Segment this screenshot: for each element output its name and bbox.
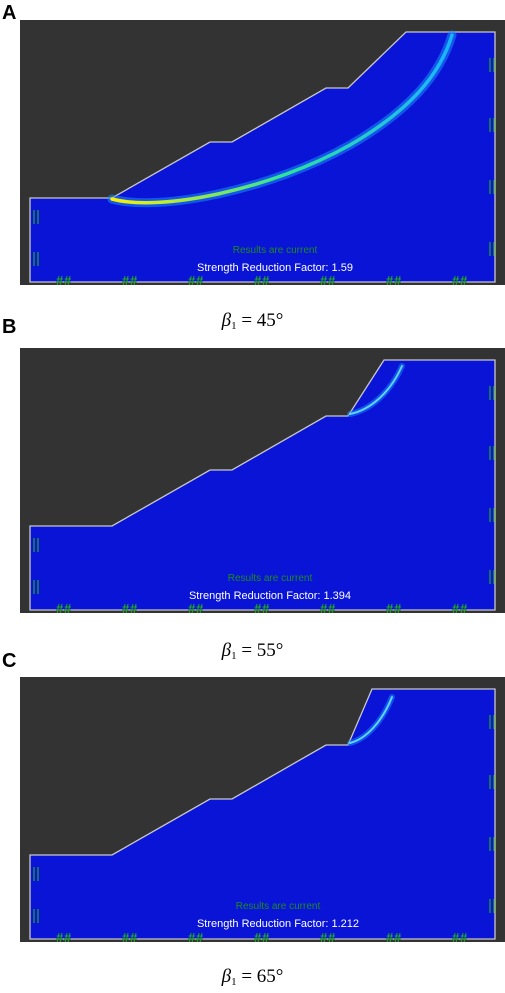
svg-text:#: # [196, 273, 204, 285]
base-supports: # # # # # # # # # # # # # # [56, 930, 468, 942]
svg-text:#: # [254, 273, 262, 285]
svg-text:#: # [130, 601, 138, 613]
results-status: Results are current [236, 901, 321, 912]
svg-text:#: # [328, 601, 336, 613]
svg-text:#: # [394, 601, 402, 613]
svg-text:#: # [130, 273, 138, 285]
svg-text:#: # [328, 930, 336, 942]
caption-a: β1 = 45° [221, 310, 284, 332]
svg-text:#: # [196, 930, 204, 942]
svg-text:#: # [64, 601, 72, 613]
svg-text:#: # [386, 601, 394, 613]
svg-text:#: # [56, 601, 64, 613]
slope-model-c: # # # # # # # # # # # # # # Results are current… [20, 677, 505, 942]
srf-readout: Strength Reduction Factor: 1.394 [189, 590, 351, 602]
svg-text:#: # [386, 273, 394, 285]
svg-text:#: # [452, 273, 460, 285]
svg-text:#: # [122, 930, 130, 942]
shear-band-core [349, 365, 403, 415]
svg-text:#: # [254, 930, 262, 942]
svg-text:#: # [394, 273, 402, 285]
svg-text:#: # [262, 601, 270, 613]
svg-text:#: # [64, 273, 72, 285]
shear-band-core [349, 696, 393, 744]
svg-text:#: # [320, 930, 328, 942]
base-supports: # # # # # # # # # # # # # # [56, 601, 468, 613]
svg-text:#: # [56, 273, 64, 285]
svg-text:#: # [460, 601, 468, 613]
slope-model-b: # # # # # # # # # # # # # # Results are current… [20, 348, 505, 613]
side-supports [33, 58, 495, 266]
svg-text:#: # [56, 930, 64, 942]
srf-readout: Strength Reduction Factor: 1.59 [197, 262, 353, 274]
side-supports [33, 386, 495, 594]
side-supports [33, 715, 495, 923]
panel-label-a: A [2, 2, 17, 24]
svg-text:#: # [394, 930, 402, 942]
results-status: Results are current [228, 573, 313, 584]
svg-text:#: # [188, 273, 196, 285]
svg-text:#: # [122, 273, 130, 285]
svg-text:#: # [320, 273, 328, 285]
svg-text:#: # [460, 273, 468, 285]
svg-text:#: # [262, 930, 270, 942]
svg-text:#: # [130, 930, 138, 942]
base-supports: # # # # # # # # # # # # # # [56, 273, 468, 285]
svg-text:#: # [452, 930, 460, 942]
svg-text:#: # [460, 930, 468, 942]
svg-text:#: # [328, 273, 336, 285]
svg-text:#: # [254, 601, 262, 613]
results-status: Results are current [233, 245, 318, 256]
svg-text:#: # [262, 273, 270, 285]
svg-text:#: # [452, 601, 460, 613]
panel-label-c: C [2, 650, 17, 672]
svg-text:#: # [188, 930, 196, 942]
svg-text:#: # [122, 601, 130, 613]
slope-mesh [29, 31, 496, 283]
srf-readout: Strength Reduction Factor: 1.212 [197, 918, 359, 930]
svg-text:#: # [386, 930, 394, 942]
svg-text:#: # [320, 601, 328, 613]
panel-label-b: B [2, 316, 17, 338]
caption-b: β1 = 55° [221, 640, 284, 662]
caption-c: β1 = 65° [221, 966, 284, 988]
slope-model-a: # # # # # # # # # # # # # # Results are current… [20, 20, 505, 285]
svg-text:#: # [64, 930, 72, 942]
shear-band-core [110, 33, 454, 205]
svg-text:#: # [196, 601, 204, 613]
svg-text:#: # [188, 601, 196, 613]
